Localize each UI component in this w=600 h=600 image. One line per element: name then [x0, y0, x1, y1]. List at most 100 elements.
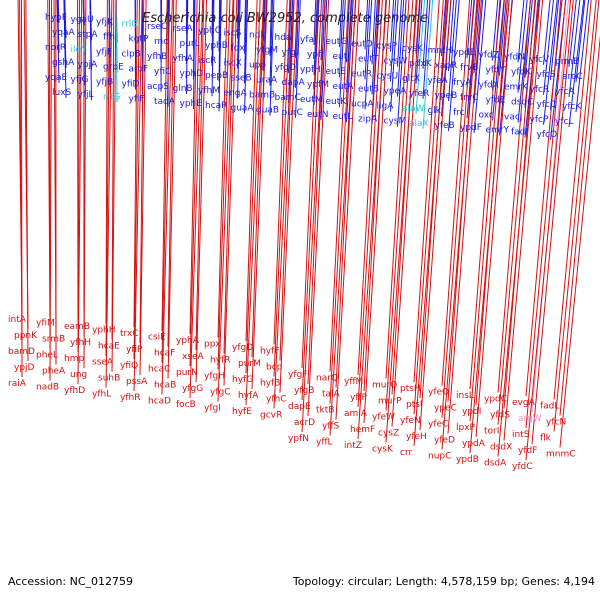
gene-label: yfcR — [530, 85, 550, 95]
gene-label: argW — [518, 414, 542, 424]
gene-label: dsdX — [490, 443, 512, 453]
gene-label: guaA — [231, 103, 255, 113]
gene-label: hda — [275, 33, 292, 43]
gene-label: yfeO — [428, 388, 449, 398]
gene-label: yfiF — [129, 95, 145, 105]
gene-label: suhB — [98, 374, 120, 384]
gene-label: evgA — [512, 398, 536, 408]
gene-label: gshA — [52, 58, 75, 68]
gene-label: hyfR — [210, 356, 230, 366]
gene-label: ygaU — [71, 15, 94, 25]
gene-label: yfcK — [562, 102, 582, 112]
gene-label: yfdF — [518, 446, 537, 456]
gene-labels: hypF yqaA norR gshA yqaE luxS ygaU stpA ileY ypjA… — [8, 13, 583, 472]
gene-label: yfjK — [96, 17, 114, 27]
gene-label: ptsI — [406, 400, 423, 410]
gene-label: hyfG — [232, 375, 253, 385]
gene-label: frvB — [460, 63, 478, 73]
gene-label: yfdY — [486, 65, 506, 75]
gene-label: stpA — [78, 30, 99, 40]
gene-label: gcvR — [260, 411, 282, 421]
gene-label: aroF — [129, 65, 149, 75]
gene-label: frvC — [460, 93, 478, 103]
gene-label: intS — [512, 430, 530, 440]
gene-label: aroC — [562, 72, 583, 82]
gene-label: amiA — [344, 409, 368, 419]
gene-label: cysM — [384, 117, 407, 127]
gene-label: eutK — [326, 97, 348, 107]
gene-label: hemF — [350, 425, 375, 435]
gene-label: lpxP — [456, 423, 476, 433]
gene-label: vacJ — [504, 113, 522, 123]
gene-label: flk — [540, 434, 552, 444]
gene-label: cysZ — [378, 429, 399, 439]
gene-label: ucpA — [351, 99, 374, 109]
gene-label: ypjD — [14, 363, 35, 373]
gene-label: cysK — [402, 44, 424, 54]
gene-label: yfaj — [300, 35, 317, 45]
gene-label: srmB — [42, 335, 65, 345]
gene-label: gltX — [402, 74, 420, 84]
gene-label: ypfH — [300, 65, 321, 75]
gene-label: murP — [378, 397, 402, 407]
gene-label: eutB — [358, 84, 379, 94]
gene-label: ypfM — [307, 80, 329, 90]
gene-label: ligA — [377, 102, 395, 112]
gene-label: kgtP — [129, 35, 149, 45]
gene-label: yfhB — [147, 52, 167, 62]
gene-label: ypeB — [435, 91, 458, 101]
gene-label: hypF — [45, 13, 67, 23]
gene-label: cysP — [377, 42, 398, 52]
gene-label: bamD — [8, 347, 35, 357]
gene-label: cysW — [384, 57, 408, 67]
gene-label: eutT — [358, 54, 379, 64]
gene-label: fadL — [540, 402, 559, 412]
gene-label: yfgI — [204, 404, 221, 414]
gene-label: ypdB — [456, 455, 479, 465]
gene-label: alaW — [402, 104, 425, 114]
gene-label: hcaC — [148, 365, 170, 375]
gene-label: yfiD — [122, 80, 140, 90]
gene-label: yfgG — [182, 384, 203, 394]
gene-label: yphB — [205, 41, 228, 51]
gene-label: yfcP — [530, 115, 549, 125]
gene-label: upp — [249, 61, 266, 71]
gene-label: yfgF — [288, 370, 307, 380]
gene-label: oxc — [479, 110, 494, 120]
gene-label: hyfA — [238, 391, 259, 401]
gene-label: grpE — [103, 62, 124, 72]
gene-label: torI — [484, 427, 499, 437]
gene-label: hcaB — [154, 381, 176, 391]
gene-label: hcaF — [154, 349, 175, 359]
gene-label: yfdC — [512, 462, 533, 472]
gene-label: yfcO — [537, 130, 558, 140]
gene-label: yffP — [350, 393, 368, 403]
gene-label: hmp — [64, 354, 84, 364]
gene-label: guaB — [256, 106, 279, 116]
gene-label: yfjL — [78, 90, 94, 100]
gene-label: yfeH — [406, 432, 427, 442]
gene-label: yphA — [176, 336, 200, 346]
gene-label: engA — [224, 88, 248, 98]
gene-label: iscR — [198, 56, 216, 66]
gene-label: bamC — [275, 93, 301, 103]
gene-label: ndk — [249, 31, 266, 41]
gene-label: ileY — [71, 45, 88, 55]
gene-label: yfdN — [504, 53, 525, 63]
gene-label: rnc — [154, 37, 168, 47]
gene-label: yfcN — [546, 418, 566, 428]
gene-label: mntH — [428, 46, 453, 56]
gene-label: ffh — [103, 32, 115, 42]
genome-summary-label: Topology: circular; Length: 4,578,159 bp… — [292, 575, 595, 588]
gene-label: emrY — [486, 125, 510, 135]
gene-label: ypjA — [78, 60, 99, 70]
gene-label: sseA — [92, 358, 114, 368]
gene-label: yfeN — [400, 416, 421, 426]
gene-label: intZ — [344, 441, 362, 451]
gene-label: yfdK — [511, 68, 532, 78]
gene-label: tadA — [154, 97, 176, 107]
gene-label: yfhD — [64, 386, 85, 396]
gene-label: hyfF — [260, 347, 279, 357]
gene-label: rseC — [147, 22, 167, 32]
